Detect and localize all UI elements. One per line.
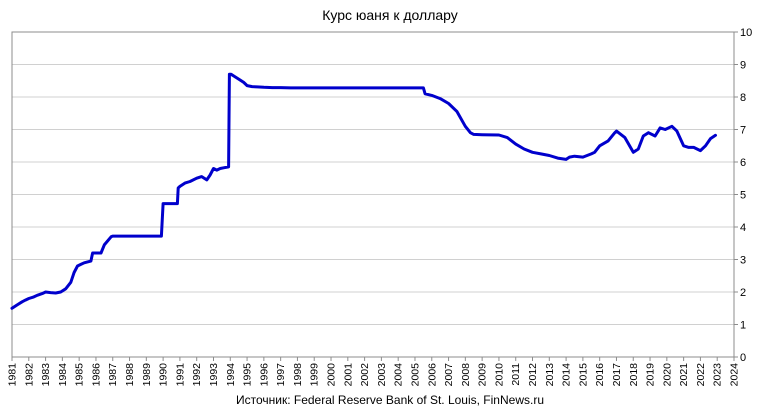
x-tick-label: 1984	[57, 363, 69, 387]
x-tick-label: 2017	[611, 363, 623, 387]
series-group	[10, 72, 717, 310]
grid	[12, 64, 734, 325]
y-axis: 0 1 2 3 4 5 6 7 8 9 10	[734, 27, 752, 364]
x-tick-label: 1983	[40, 363, 52, 387]
source-note: Источник: Federal Reserve Bank of St. Lo…	[236, 393, 544, 407]
x-tick-label: 1999	[309, 363, 321, 387]
x-tick-label: 1995	[242, 363, 254, 387]
chart-title: Курс юаня к доллару	[322, 7, 458, 23]
y-tick-label: 4	[740, 222, 746, 234]
x-tick-label: 2000	[326, 363, 338, 387]
x-tick-label: 2004	[393, 363, 405, 387]
x-tick-label: 1998	[292, 363, 304, 387]
x-tick-label: 1996	[258, 363, 270, 387]
series-line	[10, 72, 717, 310]
x-tick-label: 1989	[141, 363, 153, 387]
x-tick-label: 1993	[208, 363, 220, 387]
x-tick-label: 2022	[695, 363, 707, 387]
x-tick-label: 1985	[74, 363, 86, 387]
x-tick-label: 2016	[594, 363, 606, 387]
x-tick-label: 2019	[645, 363, 657, 387]
y-tick-label: 1	[740, 320, 746, 332]
x-tick-label: 2011	[510, 363, 522, 386]
x-tick-label: 2005	[409, 363, 421, 387]
y-tick-label: 6	[740, 157, 746, 169]
x-tick-label: 1982	[23, 363, 35, 387]
x-tick-label: 1991	[174, 363, 186, 387]
x-tick-label: 1981	[7, 363, 19, 387]
x-tick-label: 2002	[359, 363, 371, 387]
y-tick-label: 3	[740, 255, 746, 267]
x-tick-label: 2015	[577, 363, 589, 387]
x-tick-label: 1986	[90, 363, 102, 387]
x-tick-label: 2021	[678, 363, 690, 387]
x-tick-label: 2013	[544, 363, 556, 387]
x-tick-label: 2003	[376, 363, 388, 387]
x-tick-label: 1997	[275, 363, 287, 387]
x-tick-label: 2012	[527, 363, 539, 387]
x-tick-label: 2006	[426, 363, 438, 387]
y-tick-label: 5	[740, 190, 746, 202]
x-tick-label: 1994	[225, 363, 237, 387]
x-tick-label: 2014	[561, 363, 573, 387]
y-tick-label: 9	[740, 60, 746, 72]
x-axis: 1981 1982 1983 1984 1985 1986 1987 1988 1989 1990…	[7, 357, 741, 386]
x-tick-label: 2020	[661, 363, 673, 387]
x-tick-label: 2024	[729, 363, 741, 387]
y-tick-label: 2	[740, 287, 746, 299]
x-tick-label: 2023	[712, 363, 724, 387]
x-tick-label: 2008	[460, 363, 472, 387]
x-tick-label: 1992	[191, 363, 203, 387]
x-tick-label: 2018	[628, 363, 640, 387]
x-tick-label: 2009	[477, 363, 489, 387]
x-tick-label: 1990	[158, 363, 170, 387]
y-tick-label: 7	[740, 125, 746, 137]
x-tick-label: 2010	[493, 363, 505, 387]
y-tick-label: 8	[740, 92, 746, 104]
x-tick-label: 1987	[107, 363, 119, 387]
x-tick-label: 2001	[342, 363, 354, 387]
y-tick-label: 0	[740, 352, 746, 364]
x-tick-label: 1988	[124, 363, 136, 387]
y-tick-label: 10	[740, 27, 752, 39]
x-tick-label: 2007	[443, 363, 455, 387]
